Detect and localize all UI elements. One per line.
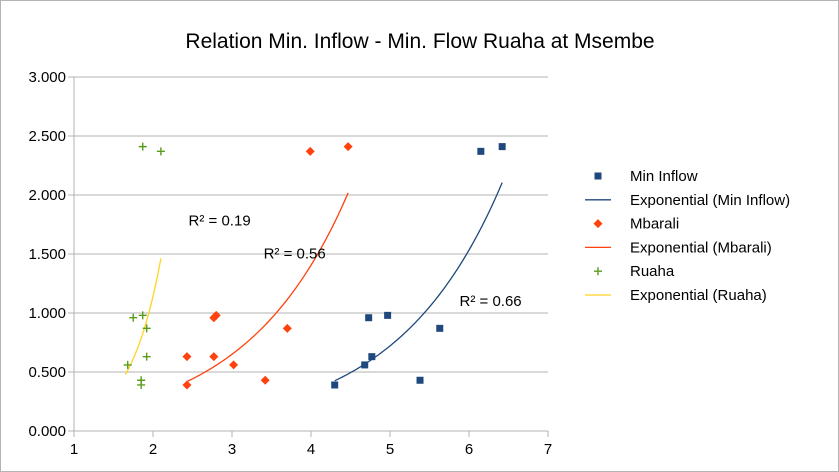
- legend-label: Ruaha: [630, 263, 675, 280]
- data-point: [142, 324, 151, 333]
- data-point: [416, 376, 424, 384]
- data-point: [123, 360, 132, 369]
- data-point: [137, 376, 146, 385]
- x-tick-label: 5: [386, 441, 394, 458]
- data-point: [282, 323, 292, 333]
- data-point: [260, 375, 270, 385]
- trendline-layer: [124, 182, 503, 383]
- points-layer: [123, 142, 506, 390]
- axes-layer: 0.000 0.500 1.000 1.500 2.000 2.500 3.000 1 2 3 4 5…: [28, 69, 552, 458]
- data-point: [211, 310, 221, 320]
- legend-label: Min Inflow: [630, 168, 698, 185]
- y-tick-label: 2.500: [28, 128, 66, 145]
- data-point: [156, 147, 165, 156]
- data-point: [182, 380, 192, 390]
- data-point: [138, 311, 147, 320]
- data-point: [209, 352, 219, 362]
- legend: Min Inflow Exponential (Min Inflow) Mbaral…: [585, 168, 790, 304]
- r-squared-label: R² = 0.66: [460, 293, 522, 310]
- data-point: [436, 324, 444, 332]
- data-point: [365, 314, 373, 322]
- x-tick-label: 2: [149, 441, 157, 458]
- data-point: [384, 311, 392, 319]
- x-tick-label: 6: [465, 441, 473, 458]
- legend-label: Exponential (Min Inflow): [630, 192, 790, 209]
- data-point: [498, 143, 506, 151]
- data-point: [138, 142, 147, 151]
- data-point: [368, 353, 376, 361]
- y-tick-label: 3.000: [28, 69, 66, 86]
- legend-marker-swatch: [594, 172, 602, 180]
- trendline: [334, 182, 503, 382]
- trendline: [186, 192, 349, 383]
- y-tick-label: 0.500: [28, 364, 66, 381]
- data-point: [142, 352, 151, 361]
- annotation-layer: R² = 0.19 R² = 0.56 R² = 0.66: [189, 213, 522, 310]
- data-point: [182, 352, 192, 362]
- grid-layer: [74, 76, 548, 432]
- data-point: [477, 147, 485, 155]
- x-tick-label: 1: [70, 441, 78, 458]
- legend-label: Mbarali: [630, 216, 679, 233]
- data-point: [229, 360, 239, 370]
- x-tick-label: 4: [307, 441, 315, 458]
- data-point: [305, 146, 315, 156]
- data-point: [343, 142, 353, 152]
- x-tick-label: 3: [228, 441, 236, 458]
- y-tick-label: 2.000: [28, 187, 66, 204]
- data-point: [331, 381, 339, 389]
- r-squared-label: R² = 0.56: [264, 246, 326, 263]
- data-point: [129, 313, 138, 322]
- chart-title: Relation Min. Inflow - Min. Flow Ruaha a…: [185, 30, 654, 53]
- legend-marker-swatch: [594, 267, 602, 276]
- legend-label: Exponential (Ruaha): [630, 287, 767, 304]
- legend-label: Exponential (Mbarali): [630, 239, 772, 256]
- x-tick-label: 7: [544, 441, 552, 458]
- y-tick-label: 0.000: [28, 423, 66, 440]
- y-tick-label: 1.500: [28, 246, 66, 263]
- trendline: [124, 258, 162, 375]
- y-tick-label: 1.000: [28, 305, 66, 322]
- r-squared-label: R² = 0.19: [189, 213, 251, 230]
- data-point: [361, 361, 369, 369]
- legend-marker-swatch: [593, 219, 603, 229]
